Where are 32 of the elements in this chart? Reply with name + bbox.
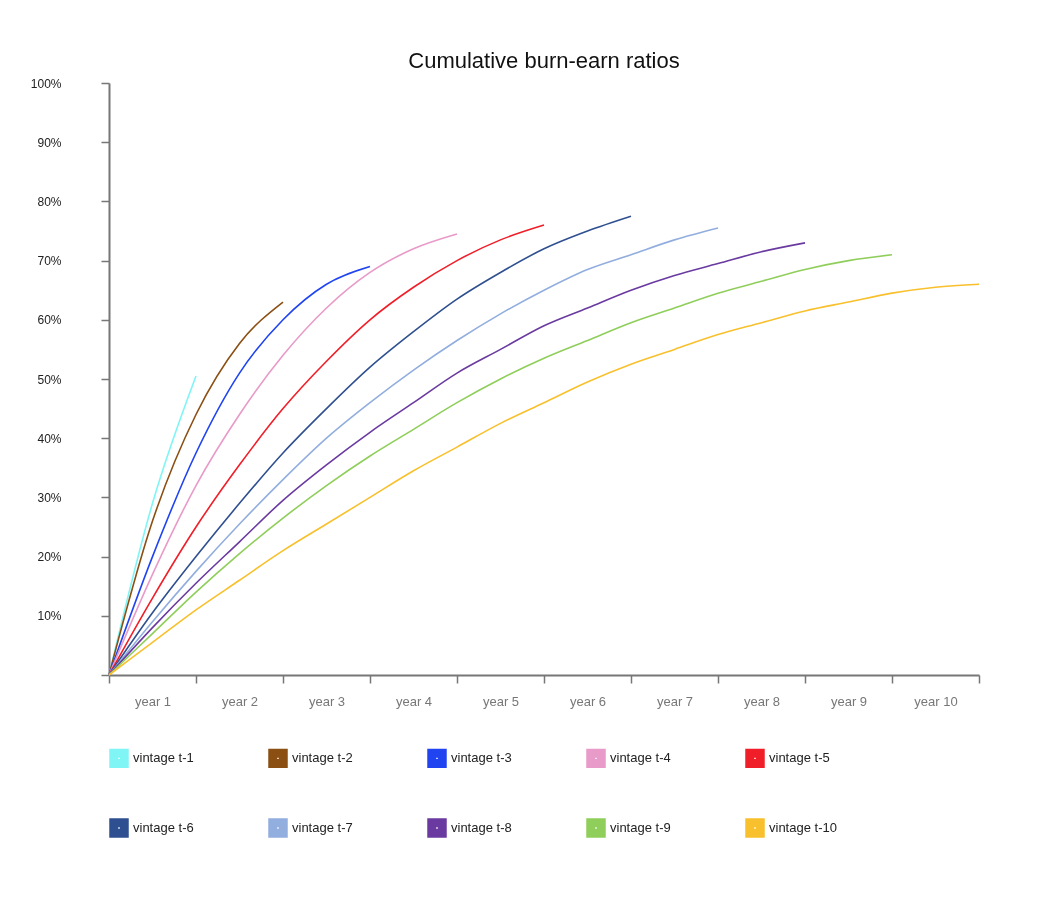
x-tick-label: year 6: [569, 693, 607, 709]
chart-title: Cumulative burn-earn ratios: [408, 48, 680, 73]
y-tick-label: 90%: [37, 135, 62, 150]
x-tick-label: year 2: [221, 693, 259, 709]
x-tick-label: year 10: [914, 693, 958, 709]
y-tick-label: 70%: [37, 254, 62, 269]
line-series: [108, 224, 545, 676]
legend-label: vintage t-1: [133, 750, 194, 766]
legend-label: vintage t-8: [451, 820, 512, 835]
y-tick-label: 60%: [37, 313, 62, 328]
y-tick-label: 50%: [37, 372, 62, 387]
legend-label: vintage t-6: [133, 820, 194, 835]
legend-label: vintage t-4: [610, 750, 671, 766]
x-tick-label: year 3: [308, 693, 346, 709]
x-tick-label: year 5: [482, 693, 520, 709]
x-tick-label: year 9: [830, 693, 868, 709]
legend-label: vintage t-5: [769, 750, 830, 766]
x-tick-label: year 1: [134, 693, 172, 709]
x-tick-label: year 4: [395, 693, 433, 709]
legend-label: vintage t-2: [292, 750, 353, 766]
y-tick-label: 30%: [37, 490, 62, 505]
legend-label: vintage t-7: [292, 820, 353, 835]
y-tick-label: 100%: [30, 76, 62, 91]
y-tick-label: 10%: [37, 609, 62, 624]
x-tick-label: year 8: [743, 693, 781, 709]
y-tick-label: 20%: [37, 550, 62, 565]
legend-label: vintage t-9: [610, 820, 671, 835]
x-tick-label: year 7: [656, 693, 694, 709]
legend-label: vintage t-3: [451, 750, 512, 766]
y-tick-label: 80%: [37, 194, 62, 209]
legend-label: vintage t-10: [769, 820, 837, 835]
y-tick-label: 40%: [37, 431, 62, 446]
